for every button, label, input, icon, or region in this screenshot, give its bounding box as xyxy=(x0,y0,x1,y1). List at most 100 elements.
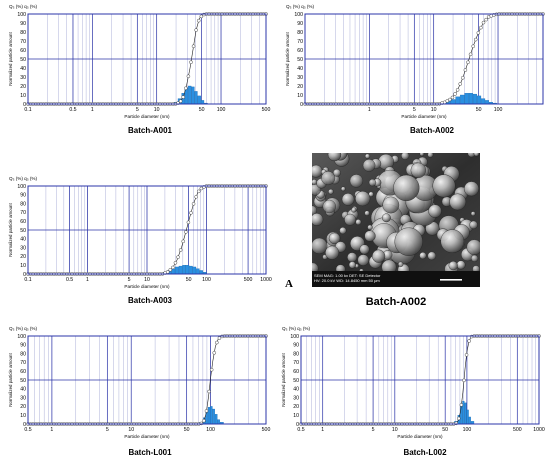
cumulative-point xyxy=(466,60,470,65)
cumulative-point xyxy=(467,339,471,343)
x-axis-label: Particle diameter (nm) xyxy=(124,434,170,439)
sem-particle xyxy=(328,188,334,195)
y-tick-label: 100 xyxy=(17,184,26,190)
cumulative-point xyxy=(186,220,191,225)
x-tick-label: 0.1 xyxy=(24,107,31,113)
x-tick-label: 100 xyxy=(217,107,226,113)
histogram-bars xyxy=(162,265,207,275)
y-tick-label: 0 xyxy=(23,422,26,428)
x-tick-label: 1 xyxy=(86,277,89,283)
sem-particle xyxy=(325,245,340,260)
y-tick-label: 80 xyxy=(293,351,299,357)
y-tick-label: 50 xyxy=(20,228,26,234)
x-tick-label: 10 xyxy=(144,277,150,283)
y-tick-label: 90 xyxy=(20,193,26,199)
cumulative-point xyxy=(204,409,209,413)
y-tick-label: 0 xyxy=(23,272,26,278)
sem-particle xyxy=(312,179,318,185)
y-tick-label: 40 xyxy=(20,237,26,243)
cumulative-point xyxy=(191,44,196,48)
x-tick-label: 100 xyxy=(206,427,215,433)
cumulative-point xyxy=(173,261,178,265)
y-top-label: Q₃ (%) q₃ (%) xyxy=(9,326,37,331)
x-tick-label: 500 xyxy=(262,107,271,113)
x-tick-label: 10 xyxy=(154,107,160,113)
sem-particle xyxy=(344,213,356,226)
y-tick-label: 80 xyxy=(20,201,26,207)
histogram-bars xyxy=(440,93,497,105)
x-tick-label: 0.1 xyxy=(24,277,31,283)
cumulative-point xyxy=(215,340,219,345)
sem-title: Batch-A002 xyxy=(365,296,427,308)
cumulative-point xyxy=(207,389,211,394)
cumulative-point xyxy=(458,82,462,86)
y-tick-label: 100 xyxy=(294,12,303,18)
histogram-bar xyxy=(196,268,200,275)
plot-frame xyxy=(304,13,544,105)
sem-particle xyxy=(359,244,370,255)
y-tick-label: 80 xyxy=(297,30,303,36)
histogram-bar xyxy=(214,414,218,425)
sem-particle xyxy=(471,254,479,263)
sem-particle xyxy=(312,164,323,178)
sem-particle xyxy=(473,153,480,157)
y-tick-label: 60 xyxy=(20,369,26,375)
sem-particle xyxy=(393,174,420,202)
y-tick-label: 100 xyxy=(17,12,26,18)
sem-particle xyxy=(419,251,427,260)
sem-particle xyxy=(355,219,362,226)
x-tick-label: 5 xyxy=(136,107,139,113)
histogram-bar xyxy=(210,406,213,425)
histogram-bar xyxy=(185,265,190,275)
sem-particle xyxy=(371,249,386,263)
cumulative-point xyxy=(484,17,488,22)
histogram-bar xyxy=(188,85,192,105)
x-tick-labels: 0.5 1 5 10 50 100 500 1000 xyxy=(297,427,544,433)
cumulative-point xyxy=(189,211,193,215)
y-tick-label: 90 xyxy=(20,343,26,349)
sem-info-line-1: SEM MAG: 1.00 kx DET: SE Detector xyxy=(314,273,381,278)
x-tick-label: 100 xyxy=(202,277,211,283)
plot-frame xyxy=(27,13,267,105)
cumulative-point xyxy=(217,336,222,340)
y-tick-label: 30 xyxy=(20,75,26,81)
panel-label-batch-a002: Batch-A002 xyxy=(409,126,454,135)
histogram-bar xyxy=(178,265,183,275)
panel-label-batch-a003: Batch-A003 xyxy=(127,296,172,305)
sem-particle xyxy=(364,230,376,242)
y-tick-labels: 0 10 20 30 40 50 60 70 80 90 100 xyxy=(290,334,299,428)
sem-particle xyxy=(427,251,437,261)
y-tick-label: 20 xyxy=(297,84,303,90)
cumulative-point xyxy=(176,255,180,259)
sem-particle xyxy=(339,226,347,235)
cumulative-point xyxy=(459,403,464,407)
x-tick-label: 100 xyxy=(463,427,472,433)
sem-particle xyxy=(410,162,427,178)
y-tick-label: 10 xyxy=(297,93,303,99)
x-tick-labels: 0.5 1 5 10 50 100 500 xyxy=(24,427,270,433)
x-tick-label: 1 xyxy=(321,427,324,433)
cumulative-point xyxy=(476,31,481,35)
x-tick-label: 10 xyxy=(431,107,437,113)
y-tick-label: 60 xyxy=(297,48,303,54)
y-tick-label: 70 xyxy=(20,210,26,216)
x-axis-label: Particle diameter (nm) xyxy=(124,114,170,119)
y-tick-labels: 0 10 20 30 40 50 60 70 80 90 100 xyxy=(294,12,303,108)
histogram-bar xyxy=(199,270,203,275)
cumulative-point xyxy=(181,95,185,99)
y-tick-label: 20 xyxy=(20,254,26,260)
sem-particle xyxy=(349,174,364,188)
cumulative-point xyxy=(453,92,457,96)
y-tick-label: 30 xyxy=(20,395,26,401)
sem-particle xyxy=(327,153,342,162)
sem-micrograph-image xyxy=(312,153,480,287)
x-tick-label: 0.5 xyxy=(297,427,304,433)
x-tick-label: 5 xyxy=(413,107,416,113)
cumulative-point xyxy=(455,88,460,92)
y-tick-label: 20 xyxy=(20,404,26,410)
histogram-bar xyxy=(485,100,490,105)
sem-particle xyxy=(448,260,458,271)
y-tick-label: 10 xyxy=(20,413,26,419)
chart-batch-l001: 0 10 20 30 40 50 60 70 80 90 100 0.5 1 5 10 50 100 500 Par… xyxy=(0,318,275,458)
x-tick-label: 0.5 xyxy=(66,277,73,283)
